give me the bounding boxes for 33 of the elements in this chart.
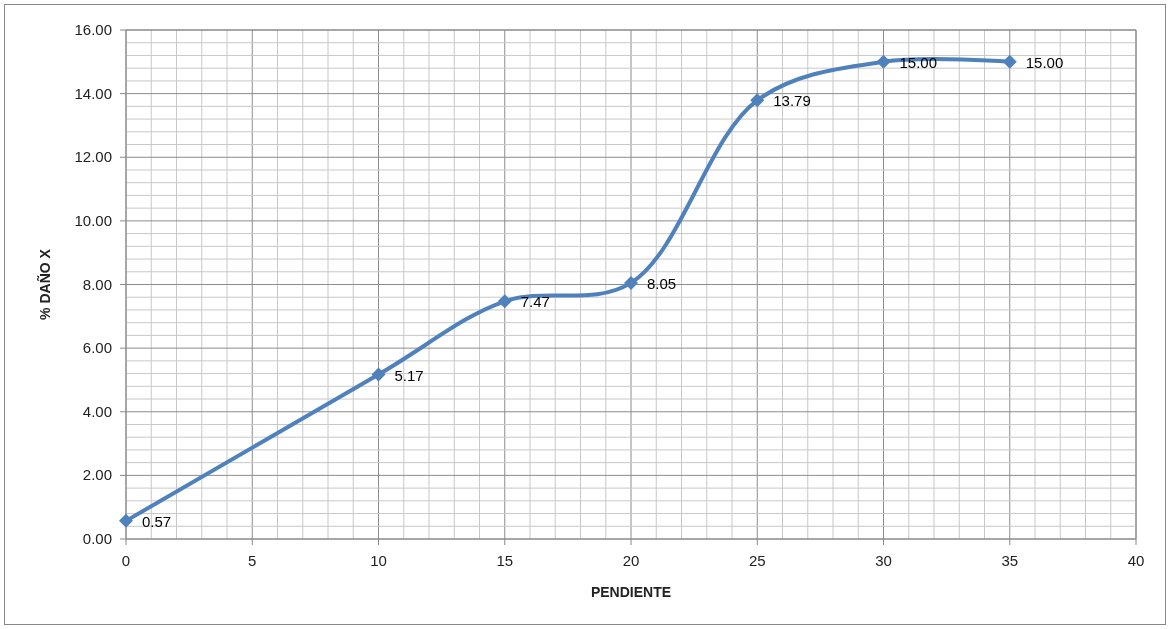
x-axis-title: PENDIENTE [590, 584, 672, 600]
x-tick-label: 10 [370, 552, 387, 569]
y-axis-title: % DAÑO X [36, 248, 53, 320]
x-tick-label: 40 [1127, 552, 1145, 569]
x-tick-label: 0 [121, 552, 131, 569]
point [1002, 54, 1017, 69]
point [119, 513, 133, 528]
y-tick-label: 4.00 [82, 402, 112, 420]
data-label: 7.47 [520, 293, 550, 311]
data-label: 8.05 [647, 274, 677, 292]
point [876, 54, 891, 69]
point [750, 93, 765, 108]
x-tick-label: 30 [875, 552, 892, 569]
x-tick-label: 25 [748, 552, 766, 569]
point [371, 367, 386, 382]
data-label: 5.17 [394, 366, 424, 384]
point [497, 294, 512, 309]
data-label: 0.57 [142, 512, 172, 530]
data-label: 15.00 [1025, 53, 1064, 71]
data-label: 13.79 [773, 92, 811, 110]
x-tick-label: 20 [622, 552, 640, 569]
x-tick-label: 35 [1001, 552, 1019, 569]
y-tick-label: 2.00 [82, 466, 112, 484]
point [624, 275, 638, 290]
y-tick-label: 8.00 [82, 275, 112, 293]
y-tick-label: 16.00 [74, 21, 112, 38]
y-tick-label: 10.00 [74, 211, 112, 229]
y-tick-label: 0.00 [82, 530, 112, 547]
y-tick-label: 6.00 [82, 339, 112, 357]
x-tick-label: 5 [248, 552, 257, 569]
y-tick-label: 14.00 [74, 84, 112, 102]
y-tick-label: 12.00 [74, 148, 112, 166]
x-tick-label: 15 [496, 552, 514, 569]
